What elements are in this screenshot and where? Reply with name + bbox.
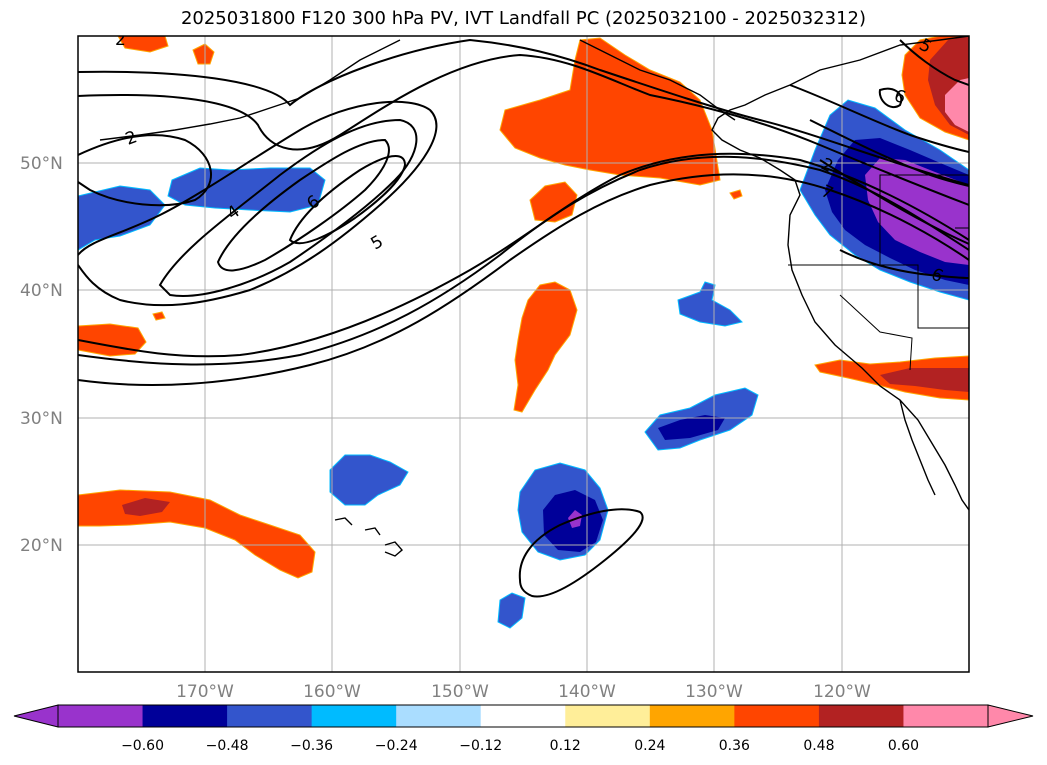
colorbar-segment bbox=[480, 705, 566, 727]
firebrick-blob-subtropical bbox=[122, 498, 170, 516]
state-borders bbox=[788, 174, 969, 371]
colorbar-segments bbox=[58, 705, 989, 727]
colorbar-segment bbox=[227, 705, 313, 727]
blue-blob-west bbox=[78, 185, 166, 251]
colorbar-frame bbox=[57, 704, 989, 728]
colorbar-tick-label: 0.12 bbox=[550, 738, 581, 754]
lon-label: 130°W bbox=[685, 682, 743, 702]
lat-label: 30°N bbox=[20, 409, 63, 429]
blue-blob-40n bbox=[677, 281, 743, 327]
colorbar-tick-label: 0.36 bbox=[719, 738, 750, 754]
colorbar-segment bbox=[818, 705, 904, 727]
contour-jet-2 bbox=[158, 118, 418, 297]
coast-baja bbox=[899, 399, 936, 496]
red-blob-45n bbox=[529, 181, 578, 223]
colorbar: −0.60 −0.48 −0.36 −0.24 −0.12 0.12 0.24 0.36 0.4… bbox=[13, 704, 1034, 754]
colorbar-segment bbox=[142, 705, 228, 727]
lon-label: 160°W bbox=[303, 682, 361, 702]
colorbar-segment bbox=[734, 705, 820, 727]
red-blob-small-2 bbox=[729, 189, 743, 200]
colorbar-tick-label: −0.48 bbox=[206, 738, 249, 754]
purple-region-nw-usa bbox=[865, 158, 969, 265]
firebrick-band-socal bbox=[880, 368, 969, 392]
colorbar-tick-label: −0.12 bbox=[459, 738, 502, 754]
red-blob-top-left bbox=[117, 36, 169, 53]
coast-north-america bbox=[711, 36, 969, 511]
red-blob-small-1 bbox=[192, 43, 215, 65]
longitude-labels: 170°W 160°W 150°W 140°W 130°W 120°W bbox=[176, 682, 871, 702]
contour-20n-loop bbox=[518, 508, 644, 598]
lon-label: 170°W bbox=[176, 682, 234, 702]
colorbar-tick-label: 0.60 bbox=[888, 738, 919, 754]
blue-blob-south bbox=[497, 592, 526, 629]
blue-blob-aleutian bbox=[167, 167, 326, 213]
red-blob-west-35n bbox=[78, 323, 147, 357]
colorbar-tick-label: −0.36 bbox=[290, 738, 333, 754]
lon-label: 140°W bbox=[558, 682, 616, 702]
lat-label: 50°N bbox=[20, 154, 63, 174]
coast-hawaii bbox=[334, 517, 403, 557]
coast-alaska-panhandle bbox=[579, 39, 736, 121]
blue-blob-hawaii bbox=[329, 454, 409, 506]
contour-southern-3 bbox=[78, 155, 969, 366]
colorbar-tick-label: −0.60 bbox=[121, 738, 164, 754]
lon-label: 120°W bbox=[813, 682, 871, 702]
contour-southern-2 bbox=[78, 173, 969, 386]
lat-label: 20°N bbox=[20, 536, 63, 556]
navy-blob-30n bbox=[658, 415, 725, 440]
contour-outer-2 bbox=[78, 53, 969, 206]
map-frame bbox=[77, 35, 970, 673]
map-title: 2025031800 F120 300 hPa PV, IVT Landfall… bbox=[180, 8, 867, 29]
red-blob-small-3 bbox=[152, 311, 166, 321]
contour-ne-4 bbox=[899, 39, 969, 86]
contour-ne-6 bbox=[839, 249, 969, 279]
lat-label: 40°N bbox=[20, 281, 63, 301]
colorbar-ticks: −0.60 −0.48 −0.36 −0.24 −0.12 0.12 0.24 0.36 0.4… bbox=[121, 738, 919, 754]
contour-jet-inner bbox=[288, 154, 407, 245]
pv-contours bbox=[78, 38, 969, 598]
contour-ne-3 bbox=[819, 159, 969, 245]
colorbar-segment bbox=[396, 705, 482, 727]
colorbar-under-arrow bbox=[13, 704, 59, 728]
colorbar-tick-label: 0.24 bbox=[634, 738, 665, 754]
latitude-labels: 50°N 40°N 30°N 20°N bbox=[20, 154, 63, 556]
colorbar-segment bbox=[565, 705, 651, 727]
contour-jet-3 bbox=[216, 138, 390, 272]
colorbar-tick-label: 0.48 bbox=[803, 738, 834, 754]
contour-2-west bbox=[78, 134, 212, 207]
colorbar-segment bbox=[311, 705, 397, 727]
coast-aleutians bbox=[99, 39, 401, 141]
red-blob-central-north bbox=[513, 281, 578, 413]
contour-ne-2 bbox=[809, 119, 969, 187]
graticule bbox=[78, 36, 969, 672]
colorbar-tick-label: −0.24 bbox=[375, 738, 418, 754]
lon-label: 150°W bbox=[431, 682, 489, 702]
contour-label: 2 bbox=[115, 30, 126, 50]
positive-pv-shading bbox=[78, 36, 969, 579]
coastlines bbox=[99, 36, 969, 557]
contour-jet-1 bbox=[78, 100, 438, 307]
map-area: 2 4 6 5 2 6 5 2 7 6 bbox=[78, 30, 969, 672]
colorbar-segment bbox=[649, 705, 735, 727]
colorbar-segment bbox=[58, 705, 144, 727]
colorbar-segment bbox=[903, 705, 989, 727]
contour-ne-1 bbox=[789, 84, 969, 153]
colorbar-over-arrow bbox=[987, 704, 1034, 728]
pink-region-ne bbox=[945, 78, 969, 132]
contour-ne-5 bbox=[878, 87, 903, 109]
contour-outer-1 bbox=[78, 38, 969, 186]
